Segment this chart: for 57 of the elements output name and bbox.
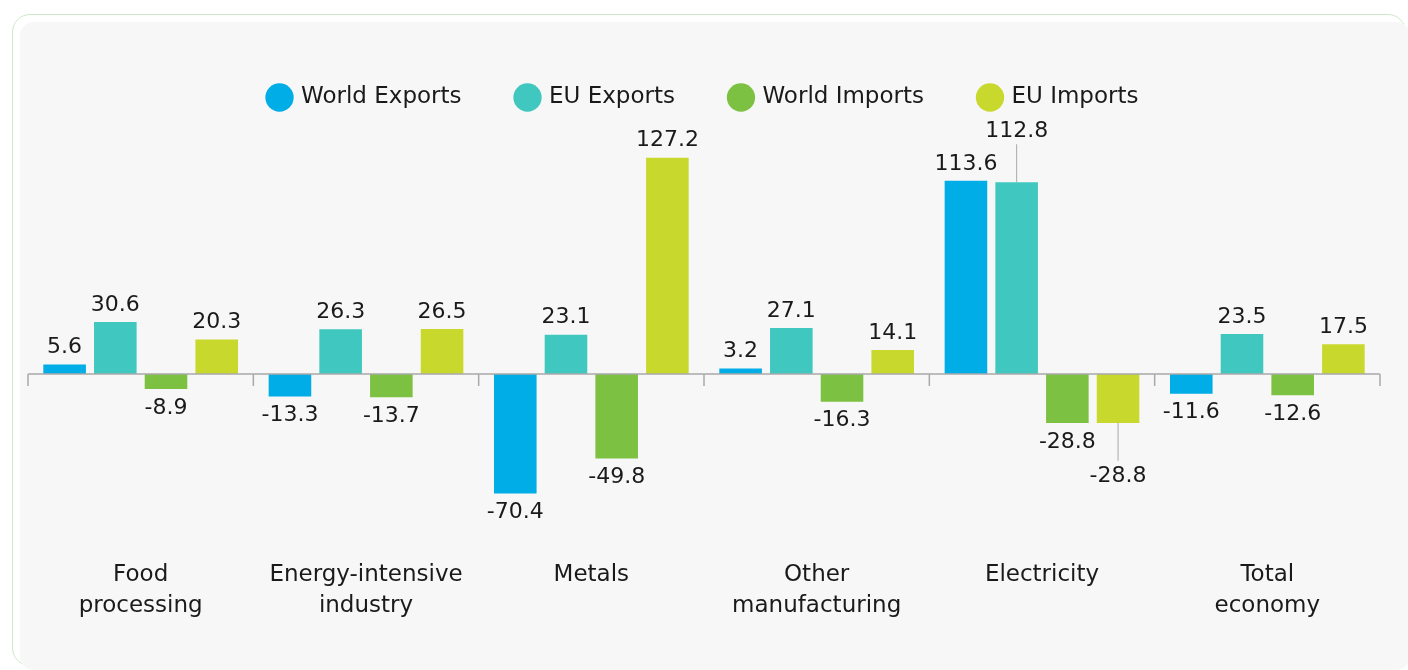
x-tick-label: Other manufacturing bbox=[732, 560, 902, 618]
data-label: 113.6 bbox=[934, 149, 998, 175]
data-label: -8.9 bbox=[144, 393, 188, 419]
x-tick-label: Electricity bbox=[984, 560, 1100, 587]
bar bbox=[94, 321, 137, 374]
data-label: 14.1 bbox=[868, 318, 918, 344]
bar bbox=[319, 329, 362, 374]
data-label: 26.5 bbox=[417, 297, 467, 323]
data-label: 30.6 bbox=[90, 290, 140, 316]
bar bbox=[195, 339, 239, 374]
bar bbox=[820, 373, 864, 402]
data-label: 26.3 bbox=[316, 297, 366, 323]
legend-label: EU Imports bbox=[1011, 82, 1139, 109]
data-label: -28.8 bbox=[1038, 427, 1096, 453]
legend-label: EU Exports bbox=[549, 82, 675, 109]
data-label: 112.8 bbox=[985, 116, 1049, 142]
data-label: 127.2 bbox=[635, 126, 699, 152]
bar bbox=[1220, 334, 1264, 374]
x-tick-label: Metals bbox=[553, 560, 630, 587]
bar bbox=[1322, 344, 1365, 374]
legend-label: World Exports bbox=[301, 82, 462, 109]
x-tick-label: Total economy bbox=[1214, 560, 1321, 618]
data-label: -13.3 bbox=[261, 401, 319, 427]
x-tick-label: Food processing bbox=[78, 560, 203, 618]
data-label: 23.5 bbox=[1217, 302, 1267, 328]
data-label: -70.4 bbox=[486, 498, 544, 524]
data-label: -11.6 bbox=[1162, 398, 1220, 424]
bar bbox=[370, 373, 413, 398]
bar bbox=[1096, 373, 1140, 423]
bar bbox=[144, 373, 188, 390]
x-tick-label: Energy-intensive industry bbox=[269, 560, 463, 618]
data-label: 27.1 bbox=[766, 296, 816, 322]
bar bbox=[944, 180, 988, 374]
data-label: -12.6 bbox=[1264, 400, 1322, 426]
bar bbox=[544, 334, 588, 374]
bar bbox=[1169, 373, 1213, 394]
bar bbox=[493, 373, 537, 494]
bar bbox=[1046, 373, 1089, 423]
data-label: 20.3 bbox=[192, 308, 242, 334]
bar bbox=[420, 328, 464, 374]
bar bbox=[770, 327, 813, 374]
bar bbox=[595, 373, 638, 459]
data-label: -28.8 bbox=[1089, 461, 1147, 487]
data-label: -13.7 bbox=[362, 401, 420, 427]
data-label: 23.1 bbox=[541, 303, 591, 329]
data-label: 5.6 bbox=[47, 333, 83, 359]
bar bbox=[646, 157, 689, 374]
bar bbox=[1271, 373, 1314, 396]
bar bbox=[268, 373, 312, 397]
data-label: -49.8 bbox=[588, 463, 646, 489]
bar bbox=[43, 364, 86, 374]
data-label: 3.2 bbox=[723, 337, 759, 363]
bar bbox=[871, 349, 915, 374]
data-label: 17.5 bbox=[1318, 312, 1368, 338]
data-label: -16.3 bbox=[813, 406, 871, 432]
legend-label: World Imports bbox=[762, 82, 924, 109]
bar bbox=[995, 182, 1038, 374]
